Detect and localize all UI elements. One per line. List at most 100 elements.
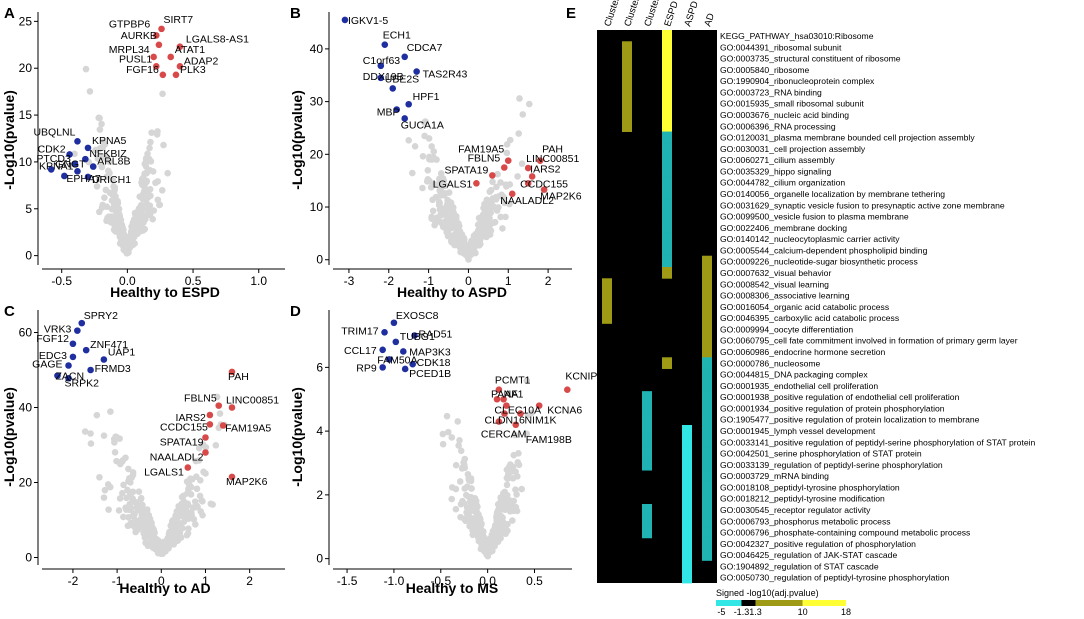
background-point bbox=[104, 481, 112, 488]
heatmap-cell bbox=[662, 188, 672, 200]
background-point bbox=[515, 449, 522, 457]
background-point bbox=[116, 435, 123, 442]
highlight-point bbox=[413, 68, 420, 75]
highlight-point bbox=[405, 100, 412, 108]
background-point bbox=[131, 220, 139, 228]
background-point bbox=[518, 160, 526, 168]
background-point bbox=[153, 131, 161, 138]
heatmap-cell bbox=[662, 221, 672, 234]
heatmap-cell bbox=[702, 289, 712, 302]
highlight-point bbox=[167, 53, 175, 61]
background-point bbox=[183, 531, 191, 539]
heatmap-cell bbox=[662, 255, 672, 268]
heatmap-cell bbox=[602, 278, 612, 290]
highlight-point bbox=[71, 160, 79, 168]
background-point bbox=[430, 181, 438, 188]
heatmap-row-label: GO:0046425_regulation of JAK-STAT cascad… bbox=[720, 550, 897, 560]
gene-label: MAP2K6 bbox=[226, 476, 268, 488]
background-point bbox=[92, 146, 99, 154]
heatmap-cell bbox=[682, 504, 692, 516]
heatmap-cell bbox=[662, 97, 672, 110]
background-point bbox=[159, 90, 166, 98]
highlight-point bbox=[390, 319, 398, 327]
legend-color-segment bbox=[716, 600, 742, 606]
gene-label: FBLN5 bbox=[184, 393, 217, 405]
heatmap-row-label: GO:0042327_positive regulation of phosph… bbox=[720, 539, 916, 549]
gene-label: UBQLNL bbox=[33, 126, 75, 138]
legend-tick-label: -5 bbox=[717, 607, 725, 617]
background-point bbox=[101, 194, 108, 202]
background-point bbox=[82, 65, 90, 73]
heatmap-row-label: GO:0009994_oocyte differentiation bbox=[720, 324, 853, 334]
volcano-panel-a: A Healthy to ESPD -Log10(pvalue) -0.5 0.0… bbox=[1, 5, 285, 300]
background-point bbox=[156, 201, 164, 209]
gene-label: EPHA7 bbox=[66, 173, 101, 185]
gene-label: MAP3K3 bbox=[409, 346, 451, 358]
background-point bbox=[96, 126, 104, 133]
y-tick-label: 40 bbox=[19, 401, 33, 415]
background-point bbox=[448, 434, 456, 441]
background-point bbox=[506, 506, 514, 514]
gene-label: GUCA1A bbox=[401, 119, 444, 131]
background-point bbox=[508, 499, 516, 506]
background-point bbox=[167, 536, 175, 543]
background-point bbox=[150, 207, 158, 214]
background-point bbox=[437, 170, 445, 177]
panel-letter-a: A bbox=[4, 5, 15, 22]
x-tick-label: 1 bbox=[202, 574, 209, 588]
background-point bbox=[192, 503, 199, 511]
background-point bbox=[135, 525, 142, 533]
heatmap-cell bbox=[662, 154, 672, 166]
background-point bbox=[187, 483, 195, 491]
background-point bbox=[127, 504, 135, 512]
gene-label: NIM1K bbox=[524, 415, 556, 427]
heatmap-row-label: GO:0008306_associative learning bbox=[720, 291, 850, 301]
y-tick-label: 6 bbox=[316, 360, 323, 374]
heatmap-cell bbox=[662, 52, 672, 65]
background-point bbox=[439, 440, 447, 448]
background-point bbox=[99, 138, 107, 146]
background-point bbox=[107, 408, 114, 415]
background-point bbox=[453, 222, 460, 229]
legend-tick-label: 1.3 bbox=[749, 607, 762, 617]
heatmap-cell bbox=[622, 52, 632, 65]
background-point bbox=[450, 208, 457, 216]
gene-label: PTCD3 bbox=[36, 153, 71, 165]
background-point bbox=[183, 510, 190, 517]
background-point bbox=[512, 468, 519, 475]
background-point bbox=[123, 248, 130, 255]
highlight-point bbox=[401, 53, 409, 61]
gene-label: SRPK2 bbox=[65, 377, 100, 389]
heatmap-cell bbox=[682, 447, 692, 460]
background-point bbox=[111, 186, 119, 194]
highlight-point bbox=[184, 464, 192, 471]
background-point bbox=[146, 211, 154, 219]
highlight-point bbox=[65, 374, 72, 382]
background-point bbox=[119, 489, 126, 497]
background-point bbox=[95, 114, 102, 122]
background-point bbox=[197, 508, 205, 515]
background-point bbox=[113, 457, 120, 465]
highlight-point bbox=[78, 319, 86, 327]
gene-label: CCDC155 bbox=[520, 178, 568, 190]
gene-label: CLDN16 bbox=[485, 415, 525, 427]
background-point bbox=[504, 475, 511, 482]
y-tick-label: 25 bbox=[19, 14, 33, 28]
background-point bbox=[511, 431, 519, 439]
background-point bbox=[93, 183, 101, 190]
background-point bbox=[137, 494, 145, 502]
heatmap-cell bbox=[682, 549, 692, 561]
background-point bbox=[452, 461, 460, 469]
heatmap-cell bbox=[702, 323, 712, 336]
highlight-point bbox=[564, 386, 571, 393]
background-point bbox=[457, 447, 465, 455]
background-point bbox=[128, 474, 136, 481]
background-point bbox=[195, 457, 203, 464]
heatmap-row-label: GO:0003723_RNA binding bbox=[720, 87, 822, 97]
background-point bbox=[483, 544, 491, 551]
heatmap-cell bbox=[702, 515, 712, 527]
y-tick-label: 20 bbox=[310, 147, 324, 161]
background-point bbox=[509, 463, 517, 471]
background-point bbox=[446, 214, 454, 222]
background-point bbox=[142, 523, 150, 531]
